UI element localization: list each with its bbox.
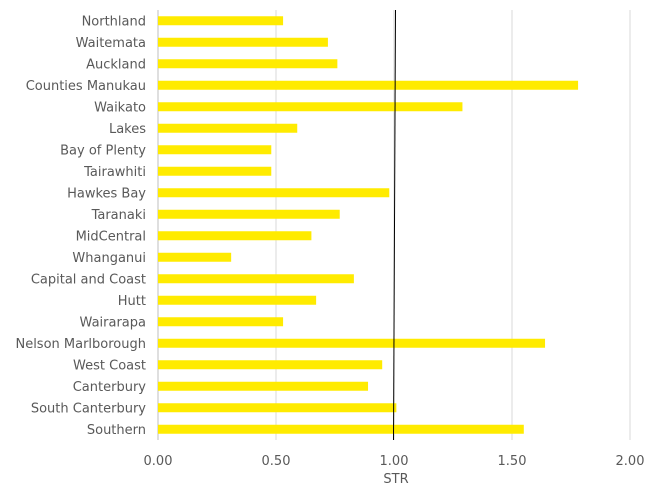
category-label: Canterbury xyxy=(73,380,147,395)
category-label: Waitemata xyxy=(76,36,146,51)
bar-wairarapa xyxy=(158,317,284,327)
bar-west-coast xyxy=(158,360,383,370)
bar-hawkes-bay xyxy=(158,188,390,198)
category-label: Tairawhiti xyxy=(83,165,146,180)
bar-hutt xyxy=(158,295,317,305)
bar-lakes xyxy=(158,123,298,133)
bar-southern xyxy=(158,424,524,434)
bar-nelson-marlborough xyxy=(158,338,546,348)
category-label: Bay of Plenty xyxy=(60,143,146,158)
category-label: Waikato xyxy=(94,100,146,115)
x-tick-label: 1.50 xyxy=(498,454,527,469)
bar-auckland xyxy=(158,59,338,69)
bar-tairawhiti xyxy=(158,166,272,176)
bar-waikato xyxy=(158,102,463,112)
category-label: Hutt xyxy=(118,294,146,309)
category-label: Counties Manukau xyxy=(26,79,146,94)
bars xyxy=(158,16,579,434)
bar-south-canterbury xyxy=(158,403,397,413)
x-tick-labels: 0.00 0.50 1.00 1.50 2.00 xyxy=(144,454,645,469)
reference-line xyxy=(393,9,396,441)
bar-midcentral xyxy=(158,231,312,241)
category-label: MidCentral xyxy=(76,229,146,244)
bar-canterbury xyxy=(158,381,369,391)
category-label: Auckland xyxy=(86,57,146,72)
x-axis-title: STR xyxy=(383,472,408,486)
category-label: Taranaki xyxy=(91,208,146,223)
category-label: South Canterbury xyxy=(31,401,146,416)
category-label: Lakes xyxy=(109,122,146,137)
bar-whanganui xyxy=(158,252,232,262)
x-tick-label: 2.00 xyxy=(616,454,645,469)
bar-northland xyxy=(158,16,284,26)
category-labels: Northland Waitemata Auckland Counties Manuk… xyxy=(15,14,146,438)
category-label: Nelson Marlborough xyxy=(15,337,146,352)
category-label: Northland xyxy=(82,14,146,29)
bar-waitemata xyxy=(158,37,328,47)
category-label: Hawkes Bay xyxy=(67,186,146,201)
x-tick-label: 0.50 xyxy=(262,454,291,469)
bar-taranaki xyxy=(158,209,340,219)
x-tick-label: 1.00 xyxy=(380,454,409,469)
bar-bay-of-plenty xyxy=(158,145,272,155)
category-label: Southern xyxy=(87,423,146,438)
category-label: Capital and Coast xyxy=(31,272,146,287)
x-tick-label: 0.00 xyxy=(144,454,173,469)
category-label: West Coast xyxy=(73,358,146,373)
category-label: Wairarapa xyxy=(80,315,146,330)
bar-counties-manukau xyxy=(158,80,579,90)
category-label: Whanganui xyxy=(72,251,146,266)
bar-capital-and-coast xyxy=(158,274,354,284)
